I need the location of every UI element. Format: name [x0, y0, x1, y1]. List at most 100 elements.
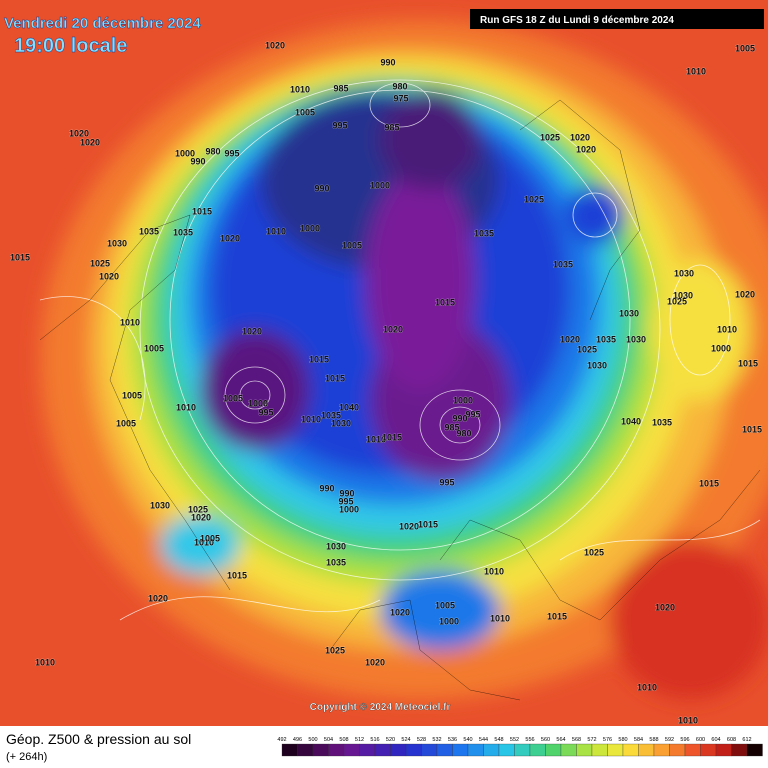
scale-swatch — [452, 743, 469, 757]
scale-label: 572 — [587, 737, 596, 743]
scale-swatch — [405, 743, 422, 757]
isobar-label: 1025 — [90, 258, 110, 268]
scale-swatch — [281, 743, 298, 757]
copyright: Copyright © 2024 Meteociel.fr — [310, 702, 451, 713]
geopotential-field — [40, 20, 768, 700]
isobar-label: 1020 — [560, 334, 580, 344]
scale-label: 524 — [401, 737, 410, 743]
isobar-label: 1010 — [717, 324, 737, 334]
isobar-label: 1005 — [435, 600, 455, 610]
scale-label: 588 — [649, 737, 658, 743]
scale-swatch — [483, 743, 500, 757]
scale-swatch — [436, 743, 453, 757]
isobar-label: 1020 — [365, 657, 385, 667]
scale-swatch — [467, 743, 484, 757]
isobar-label: 1010 — [194, 537, 214, 547]
scale-swatch — [421, 743, 438, 757]
isobar-label: 1000 — [711, 343, 731, 353]
isobar-label: 995 — [332, 120, 347, 130]
isobar-label: 1010 — [366, 434, 386, 444]
isobar-label: 990 — [452, 413, 467, 423]
scale-swatch — [669, 743, 686, 757]
isobar-label: 1025 — [325, 645, 345, 655]
isobar-label: 1010 — [637, 682, 657, 692]
isobar-label: 1005 — [223, 393, 243, 403]
isobar-label: 995 — [224, 148, 239, 158]
isobar-label: 990 — [319, 483, 334, 493]
isobar-label: 1010 — [301, 414, 321, 424]
scale-label: 560 — [541, 737, 550, 743]
isobar-label: 1025 — [524, 194, 544, 204]
isobar-label: 1005 — [144, 343, 164, 353]
scale-label: 592 — [665, 737, 674, 743]
isobar-label: 1025 — [540, 132, 560, 142]
isobar-label: 1025 — [577, 344, 597, 354]
isobar-label: 1020 — [191, 512, 211, 522]
scale-label: 540 — [463, 737, 472, 743]
scale-label: 512 — [355, 737, 364, 743]
scale-swatch — [529, 743, 546, 757]
scale-label: 552 — [510, 737, 519, 743]
isobar-label: 995 — [258, 407, 273, 417]
isobar-label: 1005 — [735, 43, 755, 53]
scale-swatch — [312, 743, 329, 757]
isobar-label: 1020 — [242, 326, 262, 336]
scale-swatch — [498, 743, 515, 757]
isobar-label: 1010 — [266, 226, 286, 236]
isobar-label: 1010 — [290, 84, 310, 94]
isobar-label: 1020 — [570, 132, 590, 142]
scale-swatch — [514, 743, 531, 757]
isobar-label: 980 — [456, 428, 471, 438]
isobar-label: 975 — [393, 93, 408, 103]
isobar-label: 1030 — [331, 418, 351, 428]
isobar-label: 995 — [439, 477, 454, 487]
isobar-label: 1005 — [200, 533, 220, 543]
isobar-label: 1000 — [339, 504, 359, 514]
isobar-label: 1035 — [652, 417, 672, 427]
isobar-label: 1035 — [596, 334, 616, 344]
isobar-label: 1020 — [390, 607, 410, 617]
isobar-label: 1035 — [553, 259, 573, 269]
scale-label: 532 — [432, 737, 441, 743]
isobar-label: 1020 — [576, 144, 596, 154]
isobar-label: 1035 — [326, 557, 346, 567]
isobar-label: 1000 — [370, 180, 390, 190]
isobar-label: 1020 — [99, 271, 119, 281]
scale-swatch — [731, 743, 748, 757]
isobar-label: 985 — [333, 83, 348, 93]
isobar-label: 1030 — [587, 360, 607, 370]
isobar-label: 1020 — [399, 521, 419, 531]
isobar-label: 1000 — [248, 398, 268, 408]
isobar-label: 1015 — [227, 570, 247, 580]
isobar-label: 1020 — [148, 593, 168, 603]
scale-label: 528 — [417, 737, 426, 743]
isobar-label: 1030 — [107, 238, 127, 248]
run-box — [470, 9, 764, 29]
scale-label: 600 — [696, 737, 705, 743]
isobar-label: 1015 — [325, 373, 345, 383]
isobar-label: 985 — [384, 122, 399, 132]
scale-label: 544 — [479, 737, 488, 743]
scale-swatch — [359, 743, 376, 757]
scale-swatch — [591, 743, 608, 757]
isobar-label: 995 — [338, 496, 353, 506]
isobar-label: 1010 — [678, 715, 698, 725]
isobar-label: 1040 — [621, 416, 641, 426]
scale-swatch — [684, 743, 701, 757]
run-label: Run GFS 18 Z du Lundi 9 décembre 2024 — [480, 15, 674, 26]
isobar-label: 1020 — [383, 324, 403, 334]
color-scale: 492 496 500 504 508 512 516 520 524 528 532 536 540 5… — [277, 737, 763, 757]
scale-swatch — [297, 743, 314, 757]
isobar-label: 1020 — [655, 602, 675, 612]
isobar-label: 985 — [444, 422, 459, 432]
scale-swatch — [638, 743, 655, 757]
isobar-label: 980 — [205, 146, 220, 156]
isobar-label: 990 — [190, 156, 205, 166]
isobar-label: 1010 — [120, 317, 140, 327]
scale-label: 568 — [572, 737, 581, 743]
scale-label: 516 — [370, 737, 379, 743]
scale-label: 564 — [556, 737, 565, 743]
isobar-label: 1000 — [439, 616, 459, 626]
scale-label: 508 — [339, 737, 348, 743]
scale-swatch — [622, 743, 639, 757]
